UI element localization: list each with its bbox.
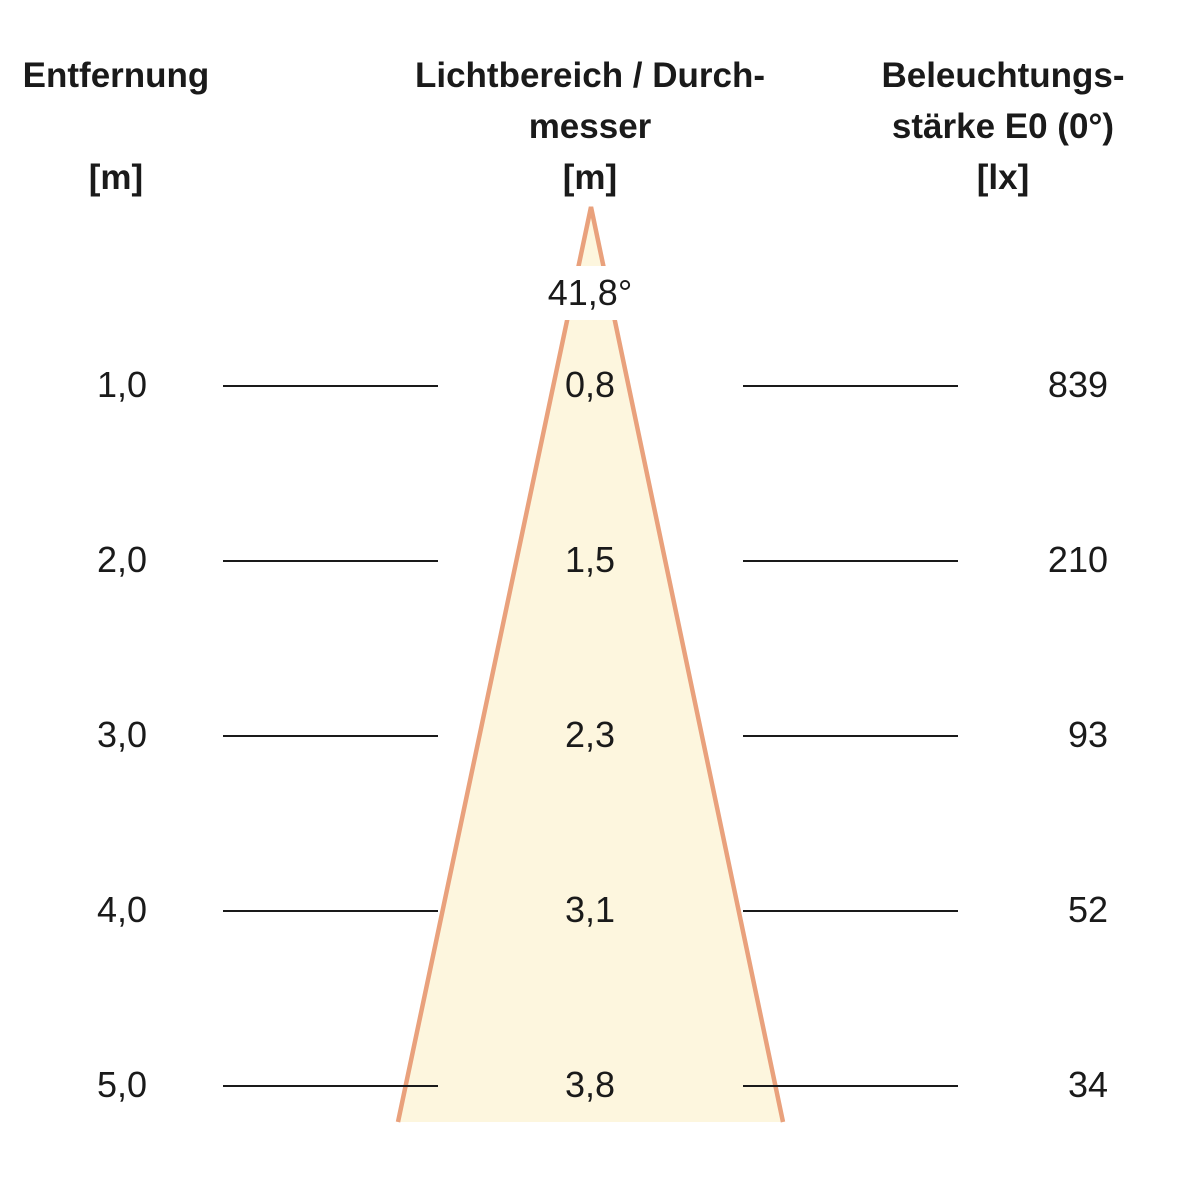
distance-value: 4,0 — [96, 889, 147, 930]
distance-value: 3,0 — [96, 714, 147, 755]
header-distance: Entfernung [m] — [0, 50, 232, 203]
illuminance-value: 93 — [1067, 714, 1108, 755]
illuminance-value: 839 — [1047, 364, 1108, 405]
header-distance-spacer — [0, 101, 232, 152]
header-diameter-title-2: messer — [528, 107, 652, 146]
header-diameter-unit: [m] — [562, 158, 618, 197]
header-distance-unit: [m] — [88, 158, 144, 197]
header-illuminance-title: Beleuchtungs- — [881, 56, 1125, 95]
diameter-value: 2,3 — [564, 714, 616, 755]
distance-value: 5,0 — [96, 1064, 147, 1105]
header-diameter-title: Lichtbereich / Durch- — [414, 56, 766, 95]
light-cone-fill — [398, 207, 783, 1122]
diameter-value: 0,8 — [564, 364, 616, 405]
diameter-value: 1,5 — [564, 539, 616, 580]
beam-angle-label: 41,8° — [495, 266, 685, 320]
distance-value: 2,0 — [96, 539, 147, 580]
light-cone-outline — [395, 206, 786, 1123]
illuminance-value: 210 — [1047, 539, 1108, 580]
distance-value: 1,0 — [96, 364, 147, 405]
illuminance-value: 34 — [1067, 1064, 1108, 1105]
illuminance-value: 52 — [1067, 889, 1108, 930]
header-diameter: Lichtbereich / Durch- messer [m] — [390, 50, 790, 203]
header-distance-title: Entfernung — [22, 56, 210, 95]
header-illuminance-title-2: stärke E0 (0°) — [891, 107, 1115, 146]
header-illuminance: Beleuchtungs- stärke E0 (0°) [lx] — [843, 50, 1163, 203]
diameter-value: 3,1 — [564, 889, 616, 930]
diameter-value: 3,8 — [564, 1064, 616, 1105]
header-illuminance-unit: [lx] — [976, 158, 1030, 197]
